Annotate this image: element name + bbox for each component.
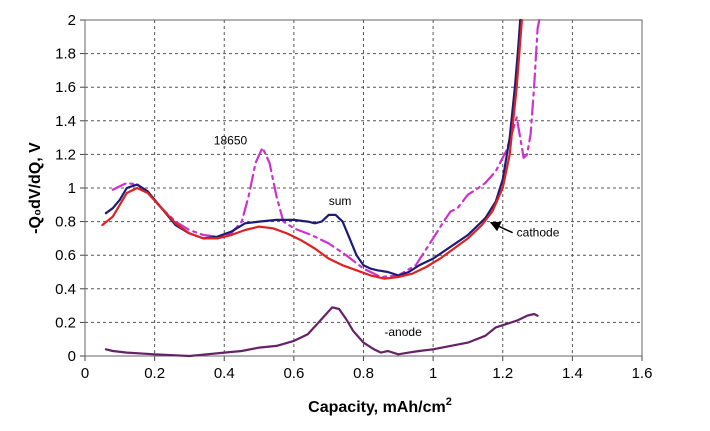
y-tick-label: 0 — [68, 348, 76, 365]
y-tick-label: 2 — [68, 12, 76, 29]
x-tick-label: 0.8 — [353, 365, 374, 382]
y-tick-label: 1 — [68, 180, 76, 197]
x-tick-label: 1.6 — [632, 365, 653, 382]
annotation-sum: sum — [329, 194, 352, 208]
y-tick-labels: 0 0.2 0.4 0.6 0.8 1 1.2 1.4 1.6 1.8 2 — [55, 12, 76, 365]
x-tick-label: 1 — [429, 365, 437, 382]
annotation-18650: 18650 — [214, 133, 248, 147]
gridlines — [80, 19, 643, 361]
series-line-18650 — [111, 18, 541, 279]
series-line-cathode — [101, 18, 524, 280]
x-tick-label: 1.2 — [492, 365, 513, 382]
annotation-arrow-cathode — [489, 221, 513, 234]
x-tick-label: 0 — [81, 365, 89, 382]
y-tick-label: 1.4 — [55, 113, 76, 130]
y-tick-label: 0.2 — [55, 314, 76, 331]
x-tick-label: 0.2 — [144, 365, 165, 382]
annotations: 18650 sum cathode -anode — [214, 133, 560, 339]
y-axis-title: -Q₀dV/dQ, V — [27, 142, 44, 234]
series-line-sum — [104, 18, 522, 277]
annotation-cathode: cathode — [517, 226, 560, 240]
y-tick-label: 1.6 — [55, 79, 76, 96]
series-line-anode — [104, 306, 539, 358]
y-tick-label: 1.2 — [55, 146, 76, 163]
y-tick-label: 0.4 — [55, 281, 76, 298]
y-tick-label: 0.6 — [55, 247, 76, 264]
x-tick-label: 1.4 — [562, 365, 583, 382]
y-tick-label: 1.8 — [55, 46, 76, 63]
x-tick-labels: 0 0.2 0.4 0.6 0.8 1 1.2 1.4 1.6 — [81, 365, 653, 382]
series-layer — [101, 18, 541, 358]
plot-frame — [84, 19, 643, 357]
x-tick-label: 0.6 — [283, 365, 304, 382]
x-axis-title: Capacity, mAh/cm2 — [308, 396, 452, 416]
x-tick-label: 0.4 — [214, 365, 235, 382]
annotation-anode: -anode — [384, 325, 422, 339]
y-tick-label: 0.8 — [55, 214, 76, 231]
